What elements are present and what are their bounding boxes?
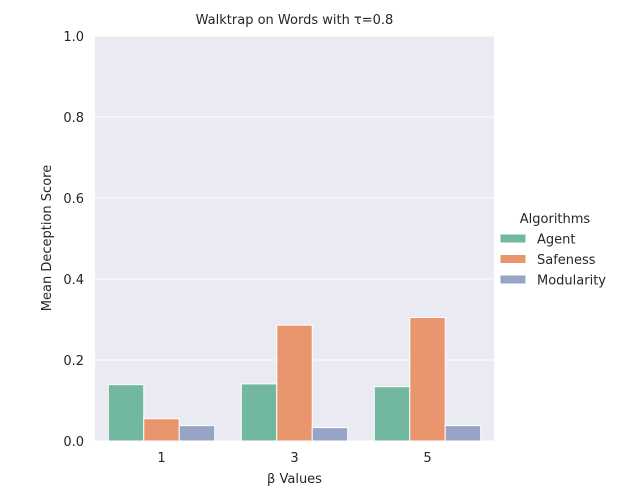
y-tick-label: 0.4 xyxy=(63,273,84,288)
bar-safeness-1 xyxy=(143,418,180,442)
chart-title: Walktrap on Words with τ=0.8 xyxy=(196,13,394,28)
x-tick-label: 5 xyxy=(423,451,431,466)
legend-title: Algorithms xyxy=(520,212,591,227)
bar-agent-5 xyxy=(373,386,411,442)
y-axis-label: Mean Deception Score xyxy=(40,165,55,311)
legend-swatch-agent xyxy=(499,233,527,244)
legend-label-modularity: Modularity xyxy=(537,274,606,289)
legend-swatch-modularity xyxy=(499,274,527,285)
x-axis-label: β Values xyxy=(267,472,322,487)
x-tick-label: 3 xyxy=(290,451,298,466)
y-tick-label: 0.0 xyxy=(63,435,84,450)
legend-swatch-safeness xyxy=(499,254,527,264)
y-tick-labels: 0.0 0.2 0.4 0.6 0.8 1.0 xyxy=(63,30,84,450)
bar-modularity-3 xyxy=(311,427,349,442)
bar-agent-3 xyxy=(240,383,278,442)
bar-modularity-1 xyxy=(178,425,216,442)
legend-label-safeness: Safeness xyxy=(537,253,596,268)
x-tick-labels: 1 3 5 xyxy=(157,451,431,466)
bars xyxy=(107,316,482,442)
y-tick-label: 0.8 xyxy=(63,111,84,126)
legend: Algorithms Agent Safeness Modularity xyxy=(499,212,606,289)
y-tick-label: 1.0 xyxy=(63,30,84,45)
bar-safeness-5 xyxy=(409,316,446,442)
y-tick-label: 0.6 xyxy=(63,192,84,207)
y-tick-label: 0.2 xyxy=(63,354,84,369)
bar-modularity-5 xyxy=(444,425,482,442)
x-tick-label: 1 xyxy=(157,451,165,466)
legend-label-agent: Agent xyxy=(537,233,575,248)
bar-agent-1 xyxy=(107,384,145,442)
bar-safeness-3 xyxy=(276,324,313,442)
